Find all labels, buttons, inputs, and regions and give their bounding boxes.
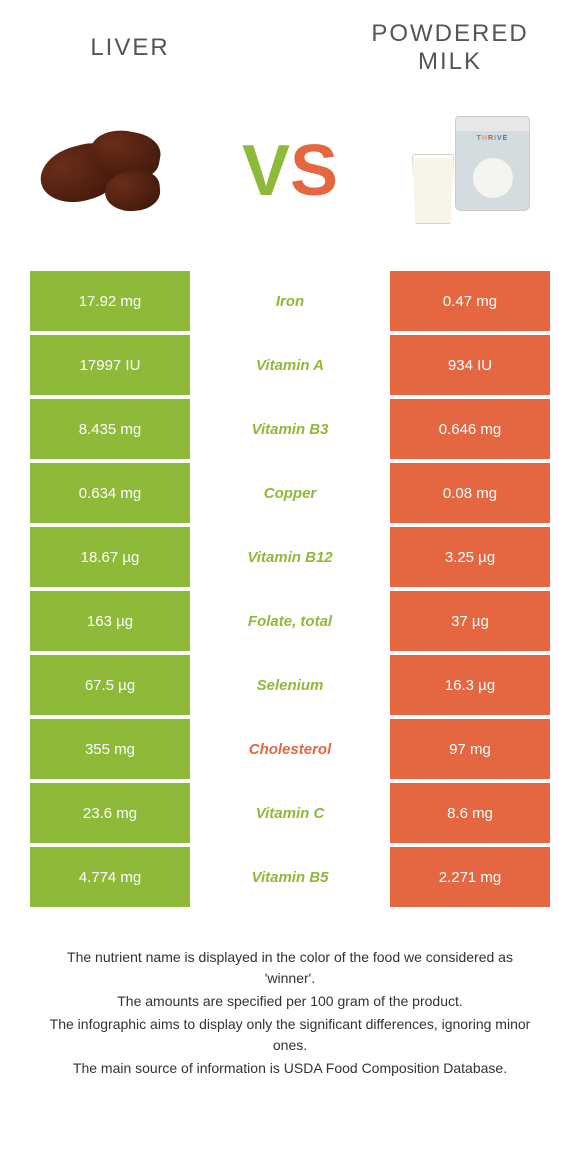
vs-section: VS THRIVE	[30, 106, 550, 236]
nutrient-name: Folate, total	[190, 591, 390, 651]
value-left: 355 mg	[30, 719, 190, 779]
table-row: 4.774 mgVitamin B52.271 mg	[30, 847, 550, 907]
nutrient-name: Vitamin B5	[190, 847, 390, 907]
table-row: 23.6 mgVitamin C8.6 mg	[30, 783, 550, 843]
table-row: 17997 IUVitamin A934 IU	[30, 335, 550, 395]
milk-image: THRIVE	[390, 106, 550, 236]
value-right: 3.25 µg	[390, 527, 550, 587]
value-right: 0.646 mg	[390, 399, 550, 459]
value-right: 934 IU	[390, 335, 550, 395]
table-row: 355 mgCholesterol97 mg	[30, 719, 550, 779]
value-left: 23.6 mg	[30, 783, 190, 843]
nutrient-table: 17.92 mgIron0.47 mg17997 IUVitamin A934 …	[30, 271, 550, 907]
table-row: 8.435 mgVitamin B30.646 mg	[30, 399, 550, 459]
food-left-title: LIVER	[30, 34, 230, 62]
value-right: 16.3 µg	[390, 655, 550, 715]
footer-text: The nutrient name is displayed in the co…	[30, 947, 550, 1079]
nutrient-name: Selenium	[190, 655, 390, 715]
nutrient-name: Vitamin C	[190, 783, 390, 843]
value-right: 0.47 mg	[390, 271, 550, 331]
footer-line-1: The nutrient name is displayed in the co…	[40, 947, 540, 989]
nutrient-name: Vitamin A	[190, 335, 390, 395]
nutrient-name: Cholesterol	[190, 719, 390, 779]
value-right: 2.271 mg	[390, 847, 550, 907]
vs-label: VS	[242, 130, 338, 212]
nutrient-name: Vitamin B3	[190, 399, 390, 459]
footer-line-4: The main source of information is USDA F…	[40, 1058, 540, 1079]
nutrient-name: Copper	[190, 463, 390, 523]
nutrient-name: Vitamin B12	[190, 527, 390, 587]
header: LIVER POWDERED MILK	[30, 20, 550, 76]
liver-image	[30, 106, 190, 236]
value-left: 4.774 mg	[30, 847, 190, 907]
value-right: 8.6 mg	[390, 783, 550, 843]
value-left: 67.5 µg	[30, 655, 190, 715]
nutrient-name: Iron	[190, 271, 390, 331]
value-right: 0.08 mg	[390, 463, 550, 523]
food-right-title: POWDERED MILK	[350, 20, 550, 76]
table-row: 67.5 µgSelenium16.3 µg	[30, 655, 550, 715]
table-row: 163 µgFolate, total37 µg	[30, 591, 550, 651]
value-left: 0.634 mg	[30, 463, 190, 523]
table-row: 17.92 mgIron0.47 mg	[30, 271, 550, 331]
value-left: 8.435 mg	[30, 399, 190, 459]
value-left: 17.92 mg	[30, 271, 190, 331]
footer-line-2: The amounts are specified per 100 gram o…	[40, 991, 540, 1012]
value-right: 37 µg	[390, 591, 550, 651]
value-right: 97 mg	[390, 719, 550, 779]
value-left: 17997 IU	[30, 335, 190, 395]
footer-line-3: The infographic aims to display only the…	[40, 1014, 540, 1056]
value-left: 18.67 µg	[30, 527, 190, 587]
table-row: 18.67 µgVitamin B123.25 µg	[30, 527, 550, 587]
value-left: 163 µg	[30, 591, 190, 651]
table-row: 0.634 mgCopper0.08 mg	[30, 463, 550, 523]
